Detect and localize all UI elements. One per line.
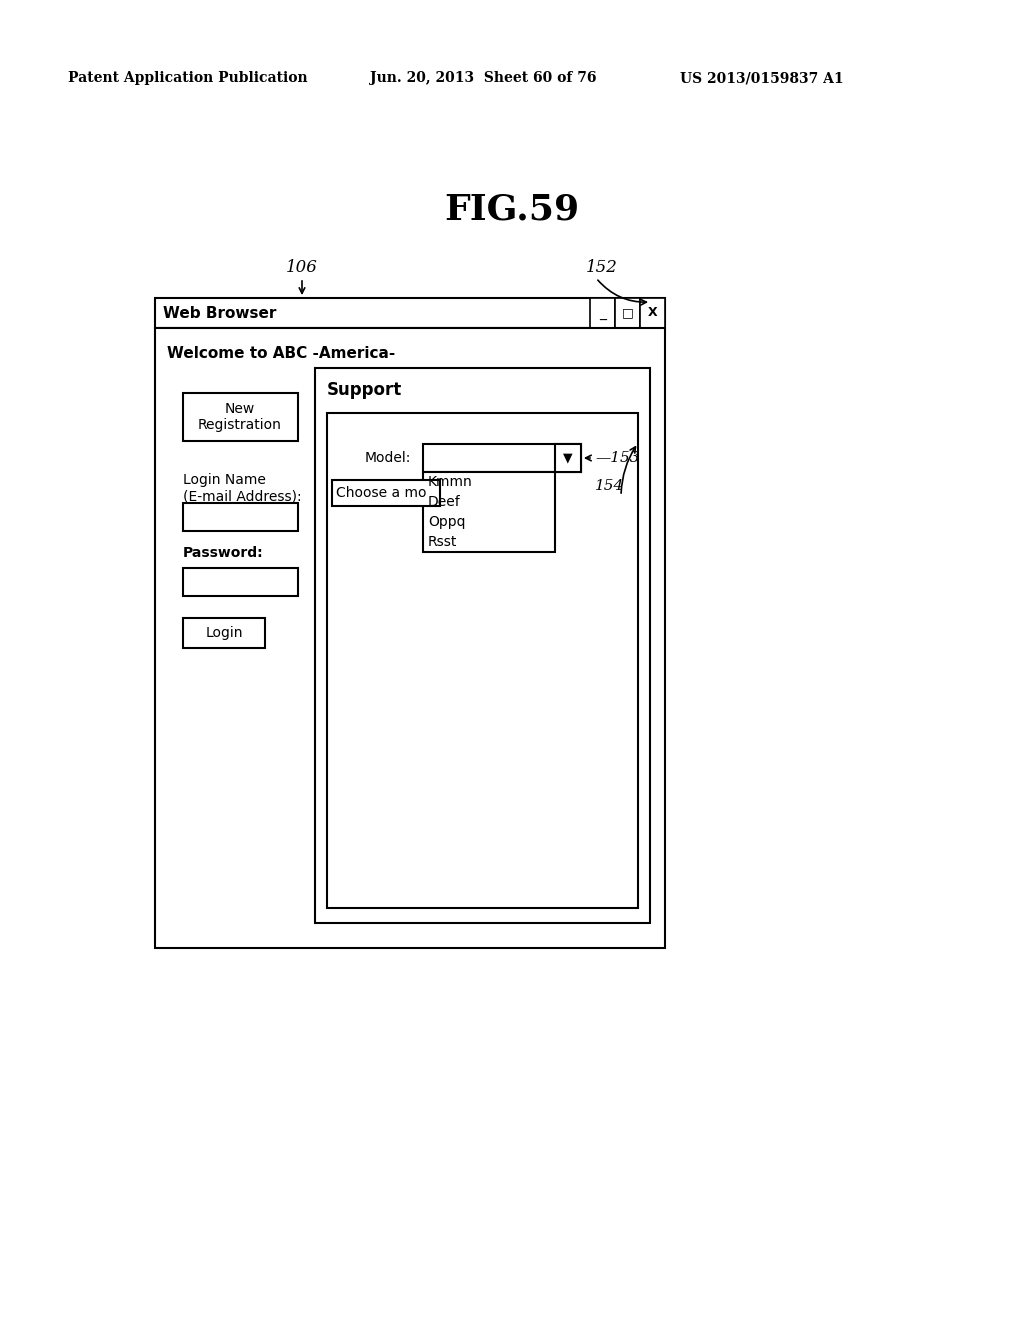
Text: Welcome to ABC -America-: Welcome to ABC -America- [167,346,395,360]
Bar [423,444,581,473]
Bar [555,444,581,473]
Bar [327,413,638,908]
Bar [615,298,640,327]
Bar [183,503,298,531]
Text: —153: —153 [595,451,640,465]
Text: _: _ [599,308,606,321]
Text: Rsst: Rsst [428,535,458,549]
Text: Support: Support [327,381,402,399]
Bar [332,480,440,506]
Text: Password:: Password: [183,546,263,560]
Bar [183,568,298,597]
Text: 106: 106 [286,260,317,276]
Bar [423,473,555,552]
Bar [183,618,265,648]
Bar [183,393,298,441]
Text: Jun. 20, 2013  Sheet 60 of 76: Jun. 20, 2013 Sheet 60 of 76 [370,71,597,84]
Text: US 2013/0159837 A1: US 2013/0159837 A1 [680,71,844,84]
Bar [155,327,665,948]
Text: Choose a mo: Choose a mo [336,486,427,500]
Text: X: X [648,306,657,319]
Text: □: □ [623,306,634,319]
Text: Login: Login [205,626,243,640]
Bar [640,298,665,327]
Text: New
Registration: New Registration [198,401,282,432]
Text: Deef: Deef [428,495,461,510]
Text: 154: 154 [595,479,625,492]
Text: Model:: Model: [365,451,412,465]
Text: Kmmn: Kmmn [428,475,473,488]
Bar [590,298,615,327]
Bar [315,368,650,923]
Text: ▼: ▼ [563,451,572,465]
Text: Oppq: Oppq [428,515,466,529]
Text: Login Name
(E-mail Address):: Login Name (E-mail Address): [183,473,302,503]
Text: 152: 152 [586,260,617,276]
Text: Patent Application Publication: Patent Application Publication [68,71,307,84]
Text: Web Browser: Web Browser [163,305,276,321]
Bar [155,298,665,327]
Text: FIG.59: FIG.59 [444,193,580,227]
